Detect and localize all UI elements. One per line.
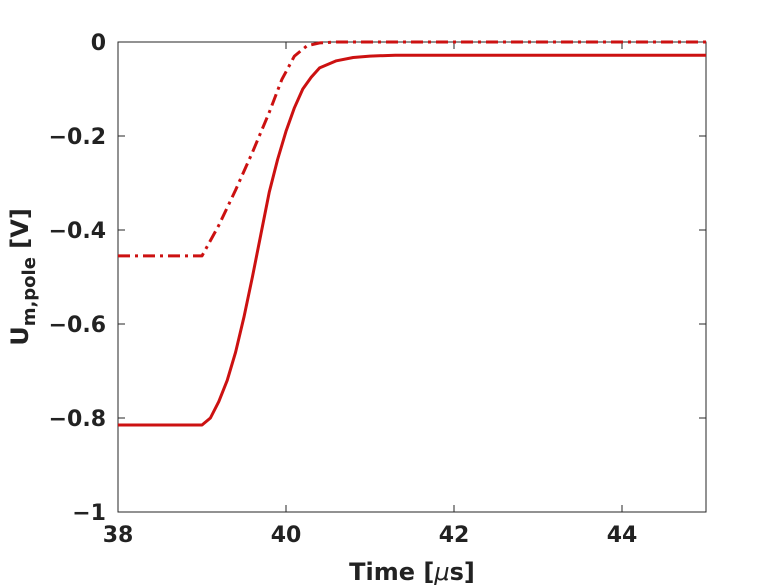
y-tick-label: −0.2 [49, 125, 106, 150]
x-axis: 38 40 42 44 [103, 42, 638, 548]
x-axis-label-main: Time [ [349, 558, 434, 585]
x-tick-label: 38 [103, 523, 134, 548]
y-axis-label-tail: [V] [6, 208, 34, 257]
series-group [118, 40, 706, 427]
y-tick-label: −1 [72, 501, 106, 526]
y-tick-label: −0.8 [49, 407, 106, 432]
y-tick-label: −0.4 [49, 219, 106, 244]
y-axis: 0 −0.2 −0.4 −0.6 −0.8 −1 [49, 31, 706, 526]
plot-area: 38 40 42 44 0 −0.2 −0.4 −0.6 −0.8 −1 [49, 31, 707, 548]
axes-box [117, 41, 707, 513]
y-tick-label: 0 [91, 31, 106, 56]
x-tick-label: 44 [607, 523, 638, 548]
x-axis-label: Time [μs] [349, 558, 475, 585]
series-line-solid [118, 53, 706, 427]
y-axis-label: Um,pole [V] [6, 208, 40, 346]
x-axis-label-tail: s] [450, 558, 475, 585]
series-line-dashdot [118, 40, 706, 258]
x-tick-label: 42 [439, 523, 470, 548]
x-tick-label: 40 [271, 523, 302, 548]
y-tick-label: −0.6 [49, 313, 106, 338]
x-axis-label-mu: μ [433, 558, 449, 585]
y-axis-label-subscript: m,pole [19, 257, 40, 326]
y-axis-label-main: U [6, 326, 34, 346]
